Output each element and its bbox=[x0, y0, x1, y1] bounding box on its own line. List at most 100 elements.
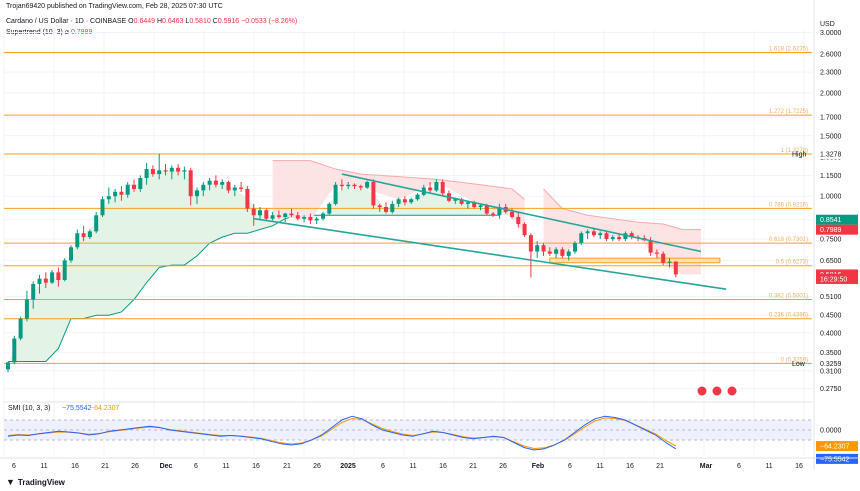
time-tick: 11 bbox=[596, 463, 603, 470]
candle-body bbox=[245, 188, 250, 209]
time-tick: 16 bbox=[795, 463, 803, 470]
candle-body bbox=[484, 205, 489, 214]
ohlc-high: 0.6463 bbox=[162, 18, 184, 25]
price-tick: 1.5000 bbox=[820, 133, 842, 140]
ohlc-change: −0.0533 (−8.26%) bbox=[241, 18, 298, 25]
candle-body bbox=[648, 240, 653, 253]
time-tick: 6 bbox=[12, 463, 16, 470]
candle-body bbox=[654, 252, 659, 254]
price-tick: 0.4500 bbox=[820, 313, 842, 320]
tradingview-logo-icon: ▼ bbox=[6, 477, 15, 487]
smi-blue-value: −75.5542 bbox=[820, 456, 849, 463]
supertrend-down-line bbox=[543, 188, 702, 231]
candle-body bbox=[510, 211, 514, 217]
event-flag-icon[interactable] bbox=[696, 385, 708, 397]
candle-body bbox=[516, 216, 521, 224]
time-tick: 11 bbox=[222, 463, 229, 470]
candle-body bbox=[144, 169, 149, 178]
level-value: 0.8541 bbox=[820, 217, 842, 224]
candle-body bbox=[560, 249, 565, 256]
price-tick: 0.6500 bbox=[820, 258, 842, 265]
candle-body bbox=[132, 184, 136, 189]
candle-body bbox=[396, 199, 401, 204]
candle-body bbox=[339, 184, 344, 187]
candle-body bbox=[371, 182, 376, 206]
candle-body bbox=[56, 272, 61, 281]
fib-label: 0.786 (0.9216) bbox=[769, 202, 808, 208]
candle-body bbox=[81, 233, 86, 238]
candle-body bbox=[201, 184, 206, 191]
event-icons[interactable] bbox=[696, 385, 738, 397]
candle-body bbox=[270, 215, 275, 219]
candle-body bbox=[346, 184, 351, 187]
candle-body bbox=[283, 213, 288, 217]
ohlc-low-label: L bbox=[185, 18, 190, 25]
smi-blue-badge bbox=[816, 453, 858, 464]
candle-body bbox=[251, 208, 256, 216]
candle-body bbox=[226, 182, 231, 191]
candle-body bbox=[207, 180, 212, 185]
candle-body bbox=[541, 245, 546, 252]
candle-body bbox=[24, 299, 29, 319]
time-tick: 16 bbox=[252, 463, 260, 470]
smi-legend[interactable]: SMI (10, 3, 3) −75.5542 −64.2307 bbox=[8, 405, 119, 412]
currency-label: USD bbox=[820, 21, 835, 28]
candle-body bbox=[402, 199, 407, 203]
channel-lower-line bbox=[253, 217, 727, 290]
candle-body bbox=[321, 213, 325, 219]
price-axis[interactable]: 3.00002.60002.30002.00001.70001.50001.30… bbox=[792, 0, 858, 470]
candle-body bbox=[390, 203, 395, 212]
symbol-title: Cardano / US Dollar · 1D · COINBASE bbox=[6, 18, 127, 25]
price-tick: 0.3500 bbox=[820, 350, 842, 357]
candle-body bbox=[163, 170, 168, 172]
price-tick: 0.7500 bbox=[820, 237, 842, 244]
candle-body bbox=[302, 216, 307, 219]
fib-label: 0.236 (0.4396) bbox=[769, 313, 808, 319]
tradingview-footer[interactable]: ▼ TradingView bbox=[6, 477, 65, 487]
grid bbox=[3, 30, 812, 455]
event-flag-icon[interactable] bbox=[726, 385, 738, 397]
candle-body bbox=[276, 215, 281, 217]
candle-body bbox=[528, 235, 533, 252]
candle-body bbox=[62, 260, 67, 281]
candle-body bbox=[18, 318, 23, 339]
fib-label: 0.5 (0.6273) bbox=[776, 260, 808, 266]
candle-body bbox=[264, 210, 269, 219]
time-tick: 6 bbox=[194, 463, 198, 470]
supertrend-up-area bbox=[8, 169, 500, 366]
candle-body bbox=[522, 223, 527, 236]
fib-levels: 1.618 (2.6235) 1.272 (1.7225) 1 (1.3278) 0.… bbox=[4, 46, 812, 364]
candle-body bbox=[573, 243, 577, 252]
candle-body bbox=[673, 261, 678, 275]
candle-body bbox=[220, 182, 225, 185]
candle-body bbox=[43, 278, 48, 283]
candle-body bbox=[232, 187, 237, 191]
time-tick: 6 bbox=[568, 463, 572, 470]
fib-label: 0.618 (0.7301) bbox=[769, 237, 808, 243]
countdown-value: 16:29:50 bbox=[820, 276, 847, 283]
candle-body bbox=[428, 187, 433, 191]
time-tick: Mar bbox=[700, 463, 713, 470]
candle-body bbox=[125, 184, 130, 195]
candle-body bbox=[661, 253, 666, 263]
candle-body bbox=[623, 233, 628, 240]
smi-label: SMI (10, 3, 3) bbox=[8, 405, 50, 412]
candle-body bbox=[547, 251, 552, 254]
time-tick: 16 bbox=[626, 463, 634, 470]
candle-body bbox=[333, 184, 338, 204]
price-tick: 1.0000 bbox=[820, 194, 842, 201]
candle-body bbox=[491, 213, 496, 216]
low-badge bbox=[816, 358, 858, 369]
fib-label: 1 (1.3278) bbox=[781, 148, 808, 154]
event-flag-icon[interactable] bbox=[711, 385, 723, 397]
price-tick: 0.5100 bbox=[820, 294, 842, 301]
candle-body bbox=[598, 233, 603, 236]
trend-channel[interactable] bbox=[253, 173, 727, 290]
candle-body bbox=[478, 205, 483, 208]
time-axis[interactable]: 6 11 16 21 26 Dec 6 11 16 21 26 2025 6 11 16 21 26 Feb 6 11… bbox=[0, 457, 860, 470]
time-tick: 21 bbox=[101, 463, 109, 470]
fib-label: 1.618 (2.6235) bbox=[769, 46, 808, 52]
price-tick: 0.4000 bbox=[820, 330, 842, 337]
candle-body bbox=[239, 187, 244, 189]
